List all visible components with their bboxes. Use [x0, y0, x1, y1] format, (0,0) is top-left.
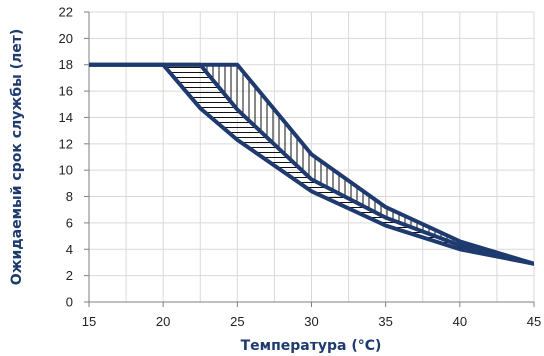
x-tick-label: 20 [156, 314, 170, 329]
x-tick-label: 45 [527, 314, 541, 329]
x-tick-label: 35 [378, 314, 392, 329]
x-tick-label: 30 [304, 314, 318, 329]
y-tick-label: 18 [59, 57, 73, 72]
x-tick-label: 15 [82, 314, 96, 329]
hatched-band-vertical [89, 64, 534, 264]
series-lines [89, 62, 534, 266]
y-tick-label: 2 [66, 268, 73, 283]
series-line-2 [89, 62, 534, 266]
y-tick-label: 8 [66, 189, 73, 204]
y-tick-label: 10 [59, 163, 73, 178]
hatched-bands [89, 64, 534, 264]
y-tick-label: 6 [66, 215, 73, 230]
series-line-3 [89, 62, 534, 266]
axes [84, 11, 535, 307]
y-tick-label: 4 [66, 242, 73, 257]
y-tick-label: 22 [59, 5, 73, 20]
x-tick-label: 25 [230, 314, 244, 329]
x-axis-title: Температура (°C) [241, 338, 382, 354]
y-tick-label: 20 [59, 31, 73, 46]
y-tick-label: 12 [59, 136, 73, 151]
y-tick-label: 0 [66, 295, 73, 310]
y-tick-label: 16 [59, 84, 73, 99]
y-axis-title: Ожидаемый срок службы (лет) [9, 29, 25, 286]
x-tick-label: 40 [453, 314, 467, 329]
y-tick-label: 14 [59, 110, 73, 125]
tick-labels: 0 2 4 6 8 10 12 14 16 18 20 22 15 20 25 30 35 40 45 [59, 5, 542, 330]
